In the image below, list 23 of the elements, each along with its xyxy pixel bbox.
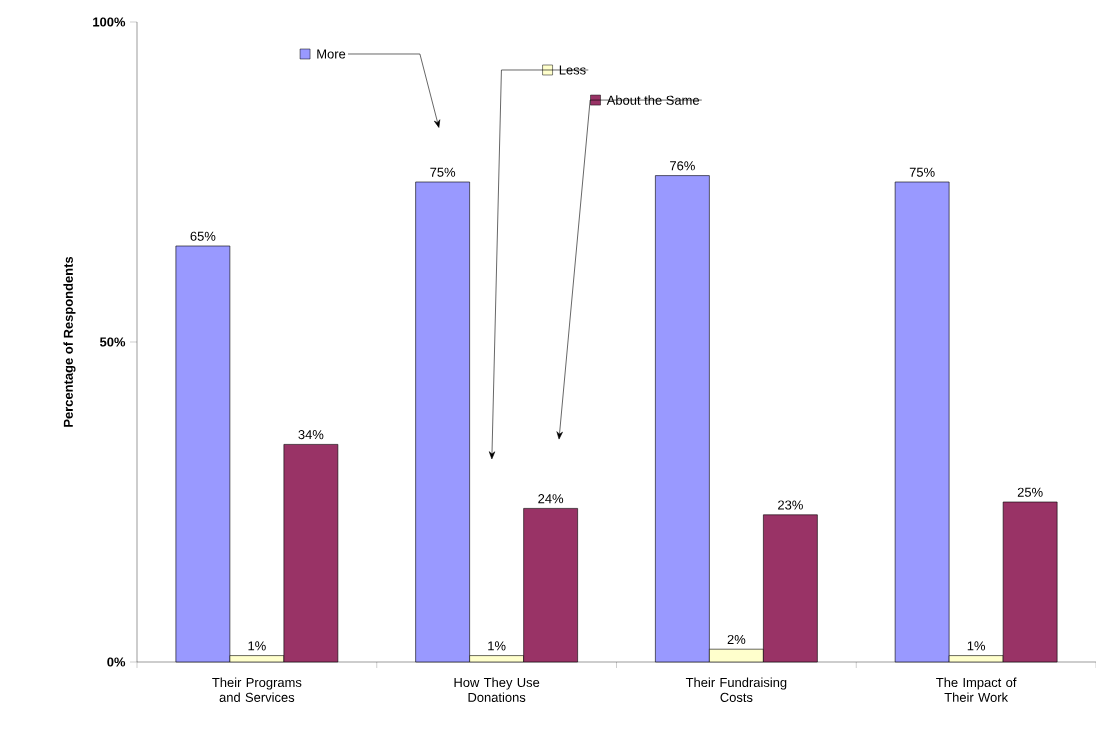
data-label: 75%	[430, 167, 456, 177]
legend-label: Less	[559, 65, 586, 75]
y-tick-label: 100%	[93, 17, 126, 27]
data-label: 1%	[248, 641, 266, 651]
data-label: 23%	[778, 500, 803, 510]
data-label: 76%	[670, 161, 695, 171]
data-label: 75%	[909, 167, 935, 177]
data-label: 25%	[1017, 487, 1043, 497]
x-tick-label: Their Fundraising Costs	[685, 677, 787, 702]
y-tick-label: 0%	[107, 657, 126, 667]
data-label: 2%	[727, 634, 746, 645]
y-tick-label: 50%	[99, 337, 126, 347]
data-label: 34%	[298, 430, 324, 440]
x-tick-label: The Impact of Their Work	[936, 677, 1017, 702]
y-axis-title: Percentage of Respondents	[63, 256, 76, 427]
legend-label: More	[317, 49, 346, 59]
legend-label: About the Same	[606, 95, 699, 105]
data-label: 1%	[967, 641, 986, 651]
x-tick-label: How They Use Donations	[454, 677, 540, 702]
data-label: 65%	[190, 231, 216, 241]
data-label: 1%	[488, 641, 506, 651]
data-label: 24%	[538, 494, 564, 504]
x-tick-label: Their Programs and Services	[212, 677, 302, 702]
